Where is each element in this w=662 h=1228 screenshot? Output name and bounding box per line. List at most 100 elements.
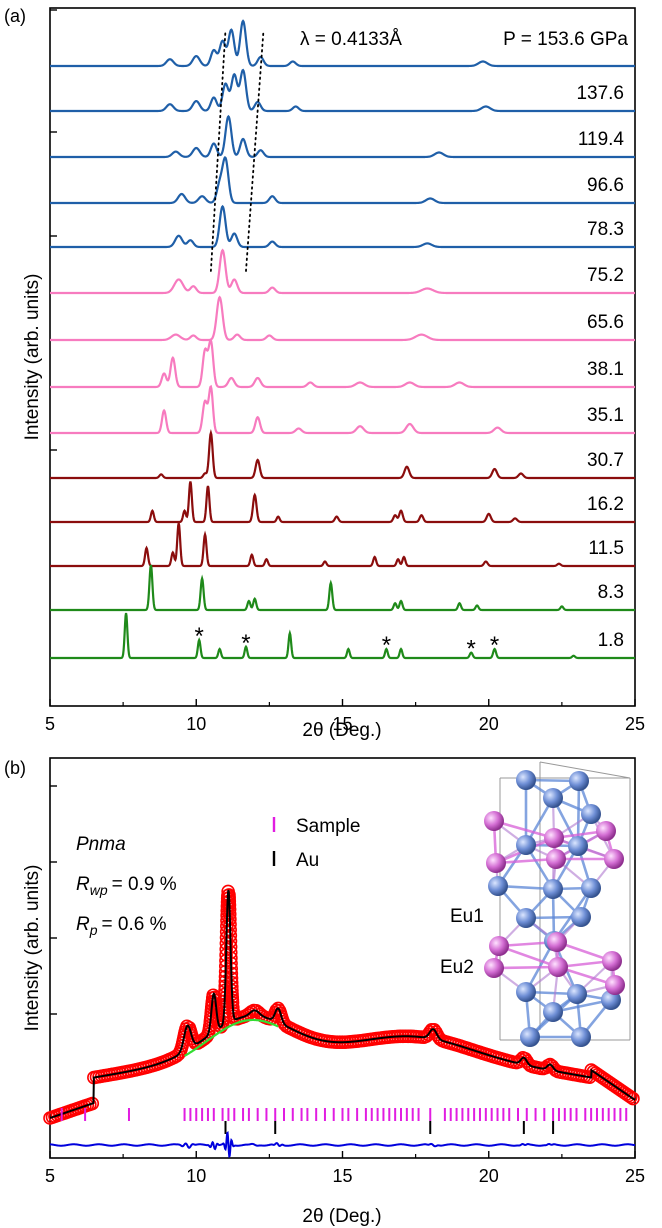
legend-sample-label: Sample <box>296 816 360 837</box>
pattern-curve <box>50 564 635 612</box>
observed-point <box>626 1091 640 1106</box>
asterisk-annotation: * <box>490 632 499 659</box>
pattern-curve <box>50 295 635 342</box>
pattern-curve <box>50 339 635 389</box>
x-tick-label: 25 <box>625 714 645 734</box>
cell-edge <box>539 761 631 779</box>
eu1-atom <box>516 835 536 855</box>
x-tick-label: 5 <box>45 714 55 734</box>
panel-a-guide-lines <box>209 29 265 272</box>
panel-a-annotations: * * * * * <box>195 623 500 663</box>
bond <box>495 857 557 865</box>
dotted-guide-line <box>245 29 265 272</box>
pattern-curve <box>50 248 635 295</box>
pressure-label: 16.2 <box>587 494 624 515</box>
eu1-atom <box>516 908 536 928</box>
pressure-label: 1.8 <box>598 630 624 651</box>
asterisk-annotation: * <box>382 632 391 659</box>
observed-point <box>169 1049 184 1063</box>
wavelength-label: λ = 0.4133Å <box>300 29 402 50</box>
eu1-atom <box>543 788 563 808</box>
pressure-label: 38.1 <box>587 359 624 380</box>
reflection-ticks <box>60 1108 628 1134</box>
pressure-label: 78.3 <box>587 219 624 240</box>
pressure-label: 8.3 <box>598 582 624 603</box>
eu1-atom <box>601 990 621 1010</box>
eu2-atom <box>596 821 616 841</box>
eu1-atom <box>569 771 589 791</box>
panel-b-label: (b) <box>4 758 26 778</box>
panel-a-curves <box>50 19 635 660</box>
eu2-atom <box>486 853 506 873</box>
eu2-atom <box>604 849 624 869</box>
x-tick-label: 5 <box>45 1166 55 1186</box>
x-tick-label: 20 <box>479 714 499 734</box>
eu1-atom <box>520 1027 540 1047</box>
eu2-atom <box>546 849 566 869</box>
background-line <box>184 1018 279 1057</box>
eu1-atom <box>581 878 601 898</box>
eu1-atom <box>543 1002 563 1022</box>
crystal-atoms <box>484 770 625 1047</box>
x-tick-label: 20 <box>479 1166 499 1186</box>
panel-b-x-ticks: 5 10 15 20 25 <box>45 1151 645 1186</box>
pattern-curve <box>50 612 635 660</box>
observed-point <box>623 1090 638 1104</box>
space-group-label: Pnma <box>76 834 126 855</box>
eu1-atom <box>543 879 563 899</box>
pattern-curve <box>50 523 635 568</box>
pattern-curve <box>50 19 635 68</box>
bond <box>498 944 559 969</box>
crystal-structure-inset <box>484 761 631 1047</box>
panel-a-frame <box>49 7 636 707</box>
pressure-label: 65.6 <box>587 312 624 333</box>
x-tick-label: 25 <box>625 1166 645 1186</box>
panel-b-y-ticks <box>50 785 57 1015</box>
panel-a-pressure-labels: P = 153.6 GPa 137.6 119.4 96.6 78.3 75.2 65.6 3… <box>503 29 628 651</box>
x-tick-label: 15 <box>332 1166 352 1186</box>
eu1-atom <box>567 984 587 1004</box>
legend: Sample Au <box>272 816 360 871</box>
asterisk-annotation: * <box>195 623 204 650</box>
eu1-atom <box>516 982 536 1002</box>
panel-b-x-label: 2θ (Deg.) <box>302 1206 381 1227</box>
asterisk-annotation: * <box>467 636 476 663</box>
eu1-atom <box>581 804 601 824</box>
panel-a-label: (a) <box>4 6 26 26</box>
eu2-atom <box>548 957 568 977</box>
panel-a-x-ticks: 5 10 15 20 25 <box>45 699 645 734</box>
pattern-curve <box>50 428 635 480</box>
pressure-label: P = 153.6 GPa <box>503 29 628 50</box>
pattern-curve <box>50 384 635 435</box>
eu2-atom <box>544 828 564 848</box>
rp-label: Rp = 0.6 % <box>76 914 167 938</box>
observed-point <box>85 1096 100 1111</box>
pressure-label: 11.5 <box>588 538 624 559</box>
panel-b-y-label: Intensity (arb. units) <box>22 865 43 1032</box>
rwp-label: Rwp = 0.9 % <box>76 874 177 898</box>
bond <box>493 819 555 840</box>
eu1-atom <box>516 770 536 790</box>
panel-b: (b) 5 10 15 20 25 2θ (Deg.) Intensity (arb. … <box>4 757 645 1227</box>
pattern-curve <box>50 204 635 249</box>
eu2-atom <box>484 811 504 831</box>
pattern-curve <box>50 156 635 205</box>
eu1-atom <box>568 836 588 856</box>
calculated-line <box>49 889 636 1119</box>
panel-a: (a) 5 10 15 20 25 2θ (Deg.) Intensity (arb. … <box>4 6 645 741</box>
pattern-curve <box>50 481 635 524</box>
eu1-atom <box>488 876 508 896</box>
eu1-atom <box>571 907 591 927</box>
panel-a-y-ticks <box>50 9 57 451</box>
bond <box>493 965 559 970</box>
eu2-atom <box>484 958 504 978</box>
pressure-label: 75.2 <box>587 265 624 286</box>
x-tick-label: 10 <box>186 1166 206 1186</box>
pressure-label: 35.1 <box>587 405 624 426</box>
eu2-label: Eu2 <box>440 957 474 978</box>
x-tick-label: 10 <box>186 714 206 734</box>
dotted-guide-line <box>209 29 227 272</box>
pressure-label: 119.4 <box>578 129 625 150</box>
eu1-atom <box>571 1027 591 1047</box>
